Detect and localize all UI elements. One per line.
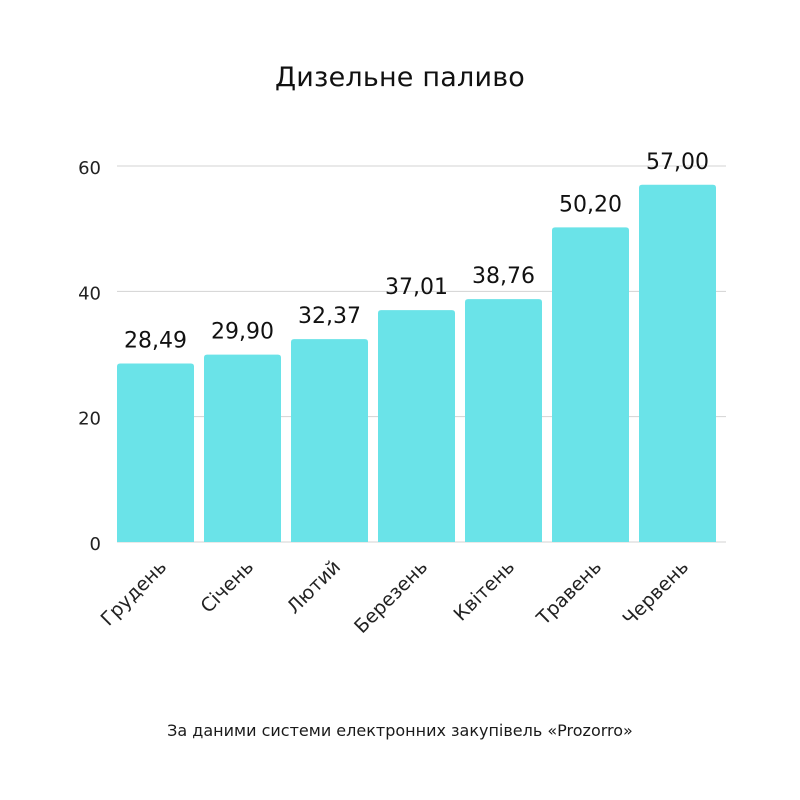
bar — [465, 299, 542, 542]
x-tick-label: Січень — [196, 556, 258, 618]
x-tick-label: Лютий — [283, 556, 345, 618]
bar — [291, 339, 368, 542]
data-labels: 28,49 29,90 32,37 37,01 38,76 50,20 57,00 — [124, 150, 709, 354]
x-tick-label: Грудень — [97, 556, 171, 630]
x-tick-label: Квітень — [449, 556, 519, 626]
y-tick-label: 40 — [78, 283, 101, 304]
chart-title: Дизельне паливо — [274, 62, 526, 93]
bar — [639, 184, 716, 543]
bar — [117, 363, 194, 542]
bar — [204, 354, 281, 542]
bar — [552, 227, 629, 542]
bars — [117, 184, 716, 543]
x-tick-label: Травень — [532, 556, 606, 630]
data-label: 57,00 — [646, 150, 709, 175]
source-note: За даними системи електронних закупівель… — [167, 721, 633, 740]
y-tick-label: 20 — [78, 409, 101, 430]
data-label: 38,76 — [472, 264, 535, 289]
data-label: 28,49 — [124, 328, 187, 353]
bar — [378, 310, 455, 542]
y-tick-label: 60 — [78, 158, 101, 179]
x-tick-label: Червень — [619, 556, 693, 630]
y-axis-ticks: 0 20 40 60 — [78, 158, 101, 555]
data-label: 50,20 — [559, 192, 622, 217]
data-label: 37,01 — [385, 275, 448, 300]
data-label: 29,90 — [211, 320, 274, 345]
x-axis-ticks: Грудень Січень Лютий Березень Квітень Травень… — [97, 556, 693, 638]
data-label: 32,37 — [298, 304, 361, 329]
x-tick-label: Березень — [350, 556, 432, 638]
y-tick-label: 0 — [90, 534, 101, 555]
